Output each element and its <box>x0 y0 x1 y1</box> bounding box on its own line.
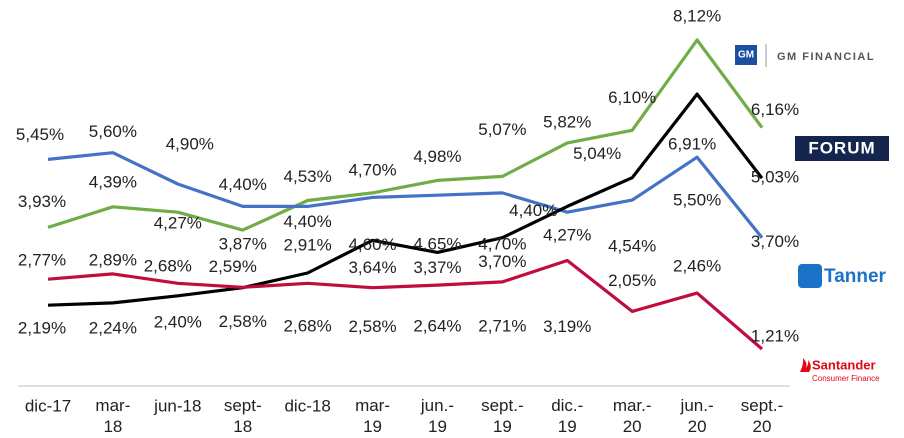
x-tick-label: dic.-19 <box>551 396 583 436</box>
x-tick-label: dic-17 <box>25 396 71 415</box>
data-label: 4,54% <box>608 237 656 256</box>
series-line <box>47 38 764 232</box>
data-label: 5,82% <box>543 112 591 131</box>
data-label: 4,40% <box>219 175 267 194</box>
data-label: 2,64% <box>413 317 461 336</box>
gm-badge: GM <box>738 50 754 61</box>
data-label: 4,60% <box>348 235 396 254</box>
forum-box <box>795 136 889 161</box>
data-label: 3,64% <box>348 258 396 277</box>
data-label: 2,68% <box>144 257 192 276</box>
data-label: 2,91% <box>284 235 332 254</box>
data-label: 6,10% <box>608 88 656 107</box>
data-label: 2,05% <box>608 271 656 290</box>
data-label: 2,59% <box>209 257 257 276</box>
legend-label: Santander <box>812 357 876 372</box>
legend-label: GM FINANCIAL <box>777 51 875 63</box>
x-tick-label: mar.-20 <box>613 396 652 436</box>
data-label: 5,07% <box>478 120 526 139</box>
data-label: 4,70% <box>478 234 526 253</box>
data-label: 2,19% <box>18 319 66 338</box>
x-tick-label: mar-19 <box>355 396 390 436</box>
data-label: 4,70% <box>348 160 396 179</box>
x-tick-label: sept-18 <box>224 396 262 436</box>
x-tick-label: mar-18 <box>95 396 130 436</box>
data-label: 4,53% <box>284 167 332 186</box>
legend: GM GM FINANCIAL FORUM Tanner Santander C… <box>735 44 889 383</box>
data-label: 4,40% <box>509 201 557 220</box>
data-label: 4,27% <box>543 226 591 245</box>
legend-label: FORUM <box>808 138 875 157</box>
legend-tagline: Consumer Finance <box>812 374 880 383</box>
series-line <box>47 151 764 239</box>
plot <box>47 38 764 351</box>
gm-badge-box <box>735 45 757 65</box>
series-line <box>47 258 764 351</box>
data-label: 3,37% <box>413 258 461 277</box>
data-label: 4,27% <box>154 214 202 233</box>
x-tick-label: sept.-20 <box>741 396 784 436</box>
data-label: 5,03% <box>751 168 799 187</box>
data-label: 6,91% <box>668 135 716 154</box>
data-label: 2,46% <box>673 257 721 276</box>
data-label: 4,39% <box>89 172 137 191</box>
x-tick-label: jun-18 <box>153 396 201 415</box>
legend-label: Tanner <box>824 266 887 287</box>
data-label: 4,90% <box>166 134 214 153</box>
data-label: 8,12% <box>673 6 721 25</box>
data-label: 4,40% <box>284 212 332 231</box>
data-label: 2,40% <box>154 312 202 331</box>
data-label: 3,70% <box>478 252 526 271</box>
tanner-icon <box>798 264 822 288</box>
data-label: 2,68% <box>284 317 332 336</box>
data-label: 4,65% <box>413 235 461 254</box>
data-label: 5,60% <box>89 122 137 141</box>
x-tick-label: sept.-19 <box>481 396 524 436</box>
data-label: 6,16% <box>751 100 799 119</box>
data-label: 2,77% <box>18 251 66 270</box>
data-label: 2,58% <box>348 317 396 336</box>
data-label: 5,45% <box>16 125 64 144</box>
data-label: 1,21% <box>751 326 799 345</box>
data-label: 3,19% <box>543 317 591 336</box>
data-label: 3,93% <box>18 192 66 211</box>
data-label: 2,89% <box>89 250 137 269</box>
data-label: 5,50% <box>673 191 721 210</box>
data-label: 5,04% <box>573 144 621 163</box>
data-label: 3,87% <box>219 235 267 254</box>
data-label: 3,70% <box>751 232 799 251</box>
series-line <box>47 92 764 307</box>
x-tick-label: jun.-19 <box>420 396 454 436</box>
data-label: 4,98% <box>413 147 461 166</box>
x-tick-label: dic-18 <box>284 396 330 415</box>
santander-flame <box>800 358 811 372</box>
data-label: 2,71% <box>478 316 526 335</box>
data-label: 2,24% <box>89 318 137 337</box>
x-tick-label: jun.-20 <box>680 396 714 436</box>
data-label: 2,58% <box>219 312 267 331</box>
